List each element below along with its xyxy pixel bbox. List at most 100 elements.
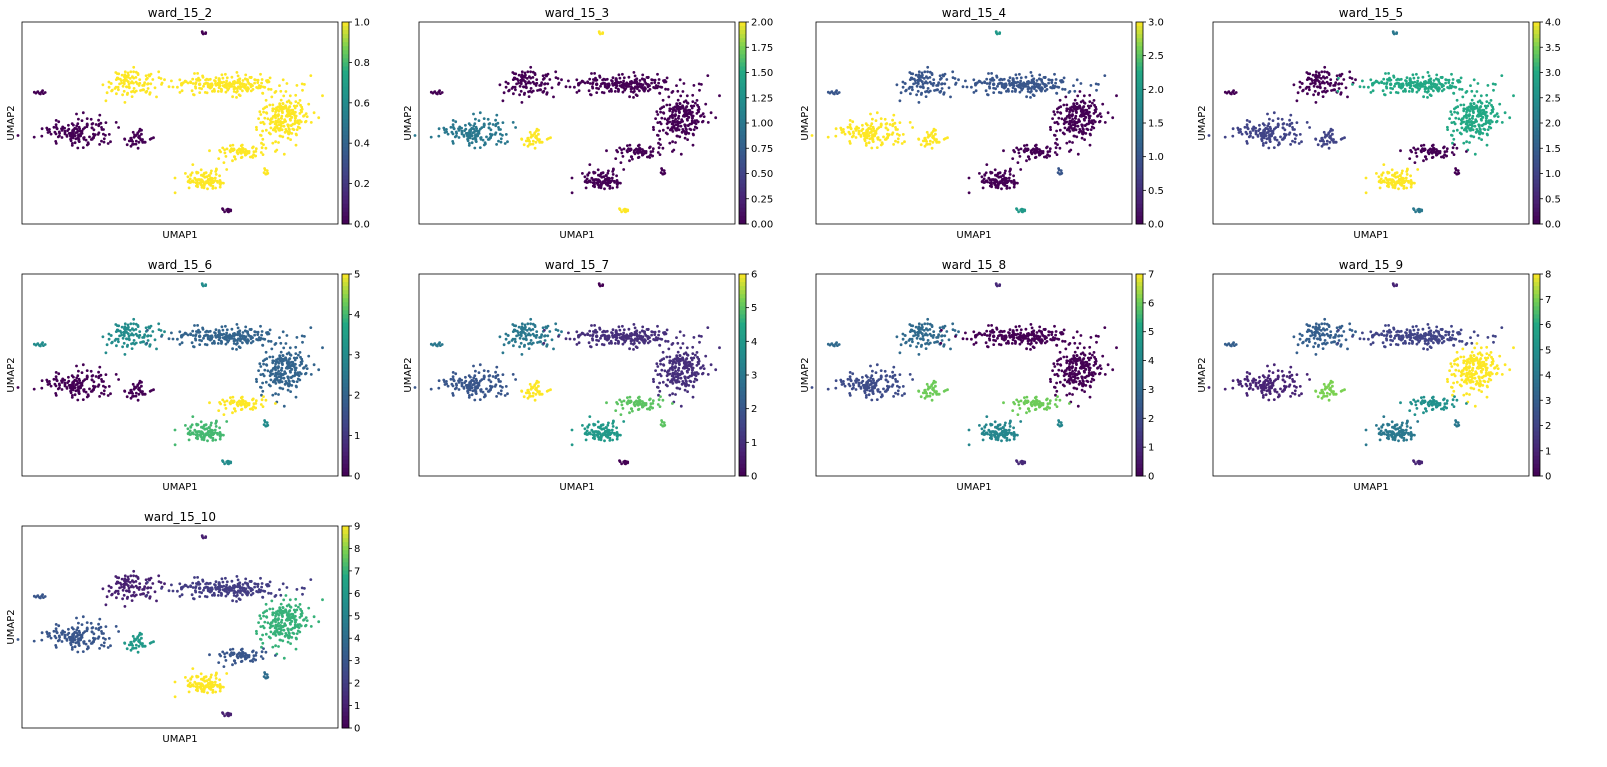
cell-point	[876, 127, 879, 131]
cell-point	[920, 91, 923, 95]
cell-point	[121, 93, 124, 97]
cell-point	[216, 181, 220, 184]
cell-point	[1389, 78, 1393, 82]
colorbar-segment	[1136, 163, 1143, 168]
cell-point	[826, 90, 830, 94]
cell-point	[531, 76, 535, 79]
cell-point	[1051, 86, 1054, 90]
cell-point	[1237, 131, 1241, 134]
cell-point	[253, 330, 257, 333]
cell-point	[873, 132, 876, 136]
cell-point	[151, 330, 155, 333]
cell-point	[1309, 82, 1312, 86]
cell-point	[1446, 125, 1449, 129]
cell-point	[1001, 78, 1004, 82]
cell-point	[641, 73, 645, 77]
cell-point	[272, 379, 276, 383]
cell-point	[611, 186, 614, 190]
cell-point	[1383, 93, 1387, 97]
cell-point	[228, 333, 232, 337]
cell-point	[690, 117, 694, 120]
cell-point	[1429, 77, 1433, 81]
cell-point	[1017, 210, 1020, 214]
cell-point	[1485, 100, 1489, 103]
cell-point	[217, 86, 221, 90]
cell-point	[611, 173, 615, 176]
cell-point	[674, 113, 677, 116]
cell-point	[136, 146, 140, 150]
cell-point	[992, 91, 996, 94]
cell-point	[628, 149, 632, 153]
cell-point	[464, 127, 468, 131]
cell-point	[1078, 90, 1082, 93]
cell-point	[676, 98, 680, 102]
cell-point	[201, 32, 205, 36]
cell-point	[550, 86, 554, 90]
cell-point	[1332, 138, 1335, 141]
cell-point	[132, 70, 136, 74]
cell-point	[471, 127, 475, 131]
cell-point	[238, 77, 242, 81]
cell-point	[173, 191, 177, 195]
cell-point	[964, 79, 967, 83]
cell-point	[1476, 82, 1480, 85]
cell-point	[218, 437, 222, 441]
cell-point	[1043, 85, 1047, 89]
colorbar-segment	[739, 86, 746, 92]
axes-background	[22, 22, 338, 224]
cell-point	[200, 87, 204, 91]
cell-point	[696, 120, 700, 124]
cell-point	[455, 131, 458, 135]
cell-point	[1498, 102, 1502, 106]
colorbar-tick-label: 3.0	[1545, 68, 1561, 79]
colorbar-segment	[739, 147, 746, 152]
cell-point	[1015, 146, 1019, 150]
cell-point	[69, 389, 72, 393]
cell-point	[413, 134, 417, 137]
cell-point	[1295, 99, 1299, 103]
cell-point	[1364, 191, 1368, 195]
cell-point	[615, 179, 619, 182]
cell-point	[692, 128, 696, 132]
cell-point	[1464, 113, 1468, 116]
cell-point	[138, 333, 142, 337]
colorbar-tick-label: 0.5	[1148, 186, 1164, 197]
colorbar-segment	[1136, 118, 1143, 124]
cell-point	[76, 381, 80, 385]
cell-point	[260, 330, 264, 333]
cell-point	[278, 386, 282, 390]
cell-point	[1057, 168, 1061, 172]
cell-point	[671, 150, 674, 153]
cell-point	[1068, 116, 1071, 120]
cell-point	[107, 133, 111, 136]
colorbar-segment	[1136, 30, 1143, 35]
cell-point	[891, 131, 895, 135]
cell-point	[847, 130, 851, 134]
cell-point	[1025, 159, 1028, 163]
cell-point	[1266, 124, 1270, 128]
cell-point	[1063, 88, 1067, 91]
cell-point	[1411, 90, 1414, 93]
cell-point	[100, 139, 103, 143]
cell-point	[604, 174, 608, 177]
cell-point	[1055, 129, 1058, 133]
cell-point	[886, 128, 890, 132]
cell-point	[487, 137, 491, 141]
cell-point	[474, 125, 478, 129]
cell-point	[494, 124, 498, 128]
cell-point	[153, 86, 157, 90]
cell-point	[522, 74, 526, 78]
cell-point	[286, 136, 290, 140]
cell-point	[200, 173, 203, 177]
cell-point	[502, 91, 506, 95]
cell-point	[54, 371, 58, 374]
cell-point	[131, 327, 134, 331]
cell-point	[661, 172, 665, 176]
cell-point	[259, 72, 262, 76]
scatter-points	[413, 30, 721, 214]
colorbar-segment	[342, 183, 349, 189]
cell-point	[1079, 107, 1082, 110]
cell-point	[645, 82, 649, 86]
cell-point	[1457, 79, 1461, 82]
cell-point	[1057, 116, 1061, 120]
